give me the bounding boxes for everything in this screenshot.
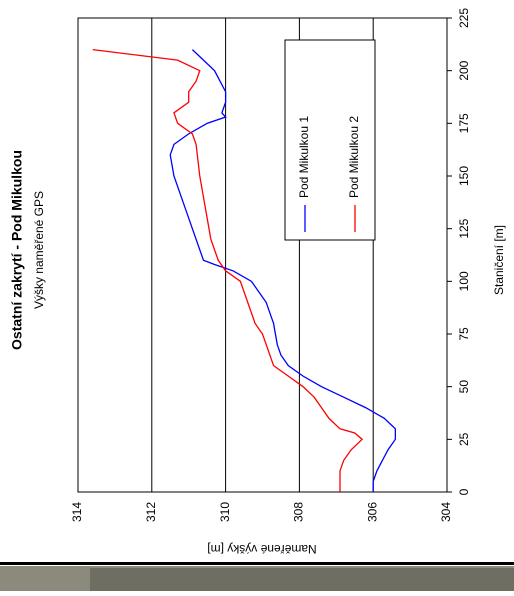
y-tick-label: 308: [292, 502, 306, 522]
separator: [0, 562, 514, 565]
legend-box: [284, 39, 376, 241]
legend-label: Pod Mikulkou 1: [297, 116, 311, 198]
y-axis-label: Naměřené výšky [m]: [207, 542, 316, 556]
y-tick-label: 306: [365, 502, 379, 522]
x-tick-label: 175: [457, 113, 471, 133]
x-tick-label: 25: [457, 432, 471, 446]
y-tick-label: 312: [144, 502, 158, 522]
chart-title: Ostatní zakrytí - Pod Mikulkou: [9, 150, 25, 350]
series-line: [92, 48, 364, 492]
chart: Ostatní zakrytí - Pod Mikulkou Výšky nam…: [9, 8, 506, 556]
legend-label: Pod Mikulkou 2: [347, 116, 361, 198]
series-line: [169, 49, 396, 492]
y-tick-label: 314: [70, 502, 84, 522]
x-tick-label: 100: [457, 271, 471, 291]
x-tick-label: 50: [457, 380, 471, 394]
x-tick-label: 0: [457, 488, 471, 495]
x-tick-label: 125: [457, 218, 471, 238]
y-tick-label: 304: [439, 502, 453, 522]
chart-subtitle: Výšky naměřené GPS: [32, 191, 46, 309]
x-tick-label: 75: [457, 327, 471, 341]
photo-detail: [90, 568, 514, 591]
plot-area: [77, 17, 448, 493]
x-axis-label: Staničení [m]: [492, 225, 506, 295]
y-tick-label: 310: [218, 502, 232, 522]
x-tick-label: 150: [457, 166, 471, 186]
x-tick-label: 200: [457, 60, 471, 80]
x-tick-label: 225: [457, 8, 471, 28]
